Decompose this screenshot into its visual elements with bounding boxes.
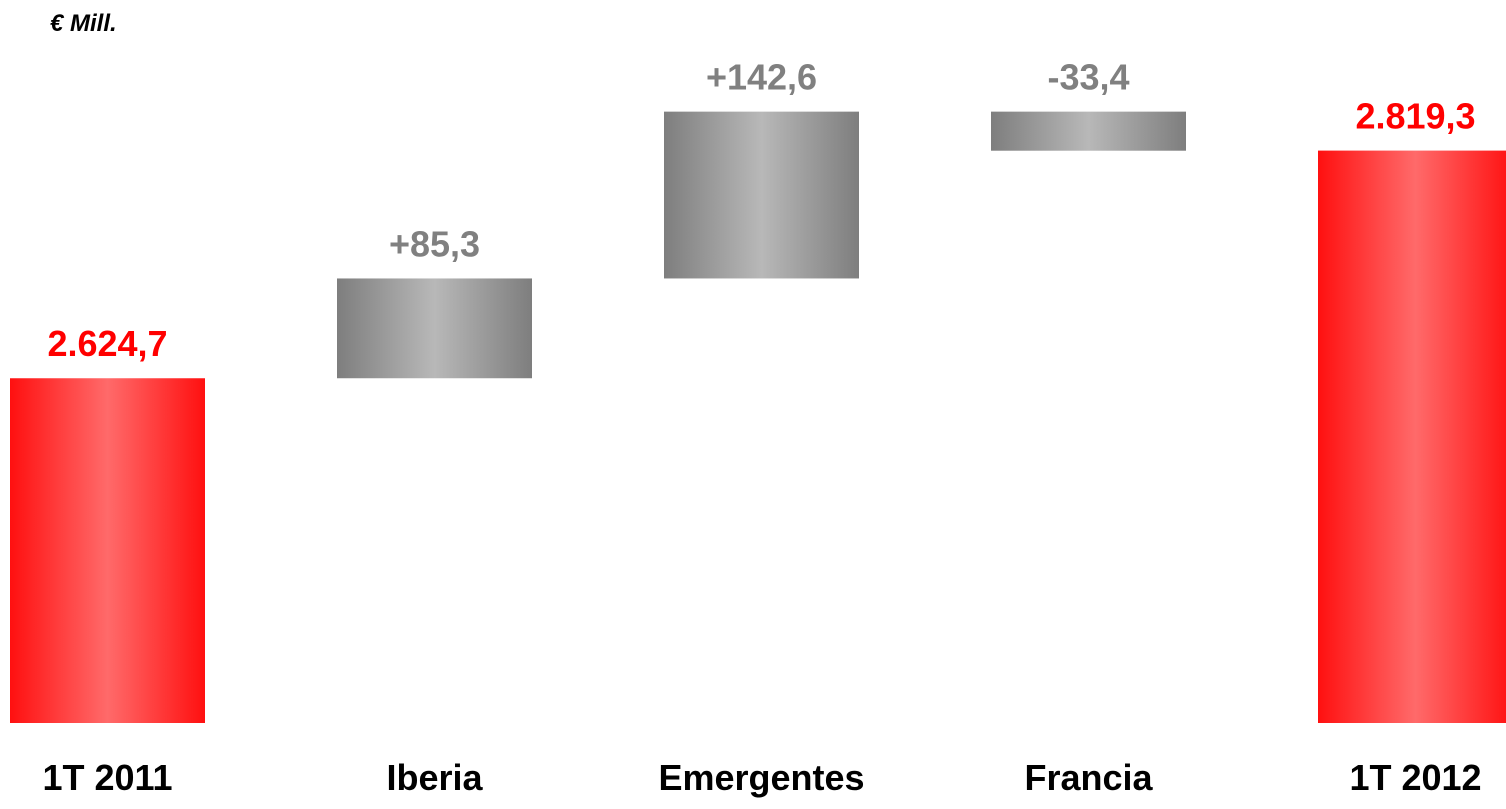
value-label-iberia: +85,3 xyxy=(389,223,480,264)
value-label-francia: -33,4 xyxy=(1047,57,1129,98)
category-label-emergentes: Emergentes xyxy=(658,757,864,798)
bar-emergentes xyxy=(664,111,859,279)
value-label-emergentes: +142,6 xyxy=(706,57,817,98)
category-label-1t-2011: 1T 2011 xyxy=(42,757,172,798)
value-label-1t-2011: 2.624,7 xyxy=(47,323,167,364)
value-labels-layer: 2.624,7 +85,3 +142,6 -33,4 2.819,3 xyxy=(47,57,1475,365)
bar-iberia xyxy=(337,278,532,379)
category-labels-layer: 1T 2011 Iberia Emergentes Francia 1T 2012 xyxy=(42,757,1481,798)
category-label-iberia: Iberia xyxy=(386,757,483,798)
category-label-1t-2012: 1T 2012 xyxy=(1349,757,1481,798)
bars-layer xyxy=(10,111,1506,724)
bar-1t-2011 xyxy=(10,378,205,723)
category-label-francia: Francia xyxy=(1024,757,1153,798)
bar-francia xyxy=(991,111,1186,151)
value-label-1t-2012: 2.819,3 xyxy=(1355,96,1475,137)
bar-1t-2012 xyxy=(1318,150,1506,724)
unit-label: € Mill. xyxy=(50,10,117,37)
